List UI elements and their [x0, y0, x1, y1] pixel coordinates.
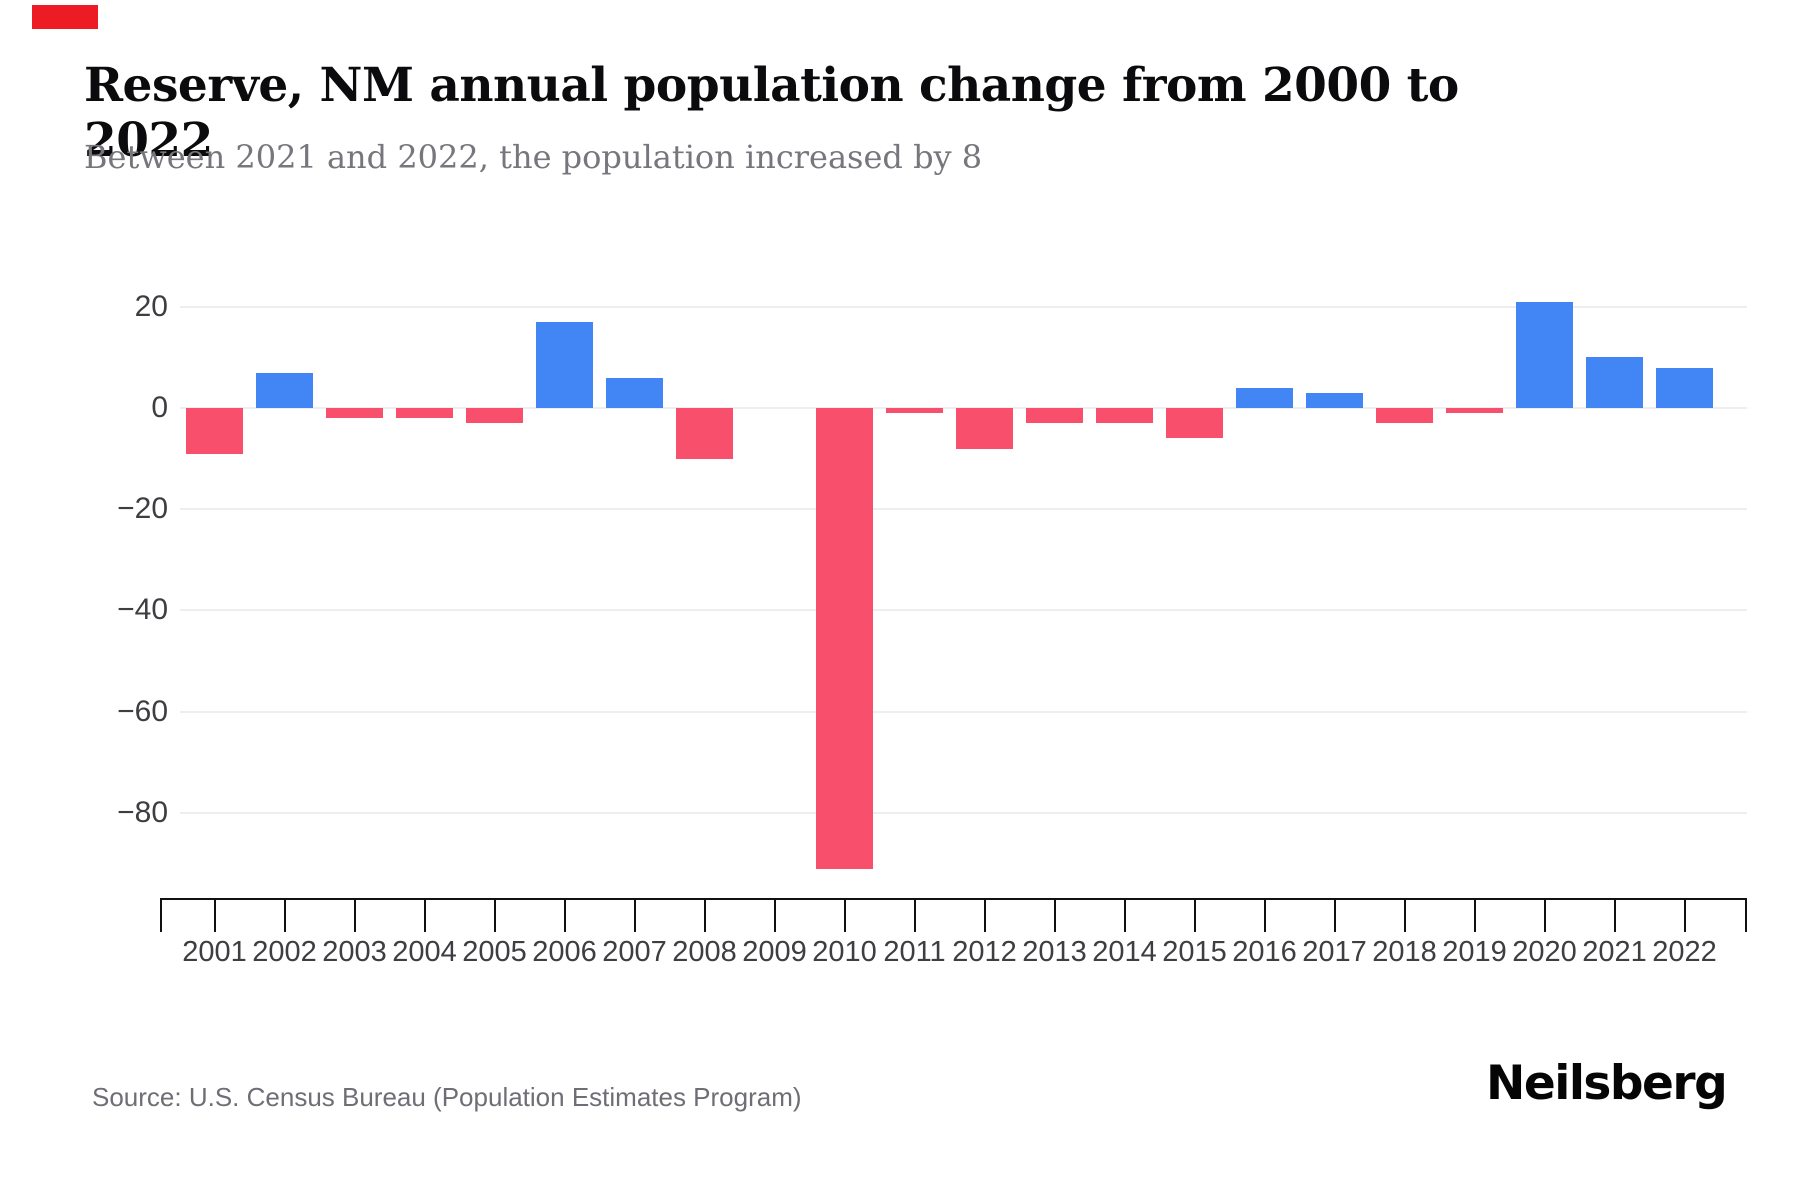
- x-tick-label-2006: 2006: [532, 936, 597, 968]
- x-tick-label-2013: 2013: [1022, 936, 1087, 968]
- y-tick-label: 20: [134, 289, 168, 323]
- x-axis-line: [160, 898, 1747, 900]
- chart-subtitle: Between 2021 and 2022, the population in…: [84, 138, 983, 176]
- x-axis-tick: [1123, 900, 1126, 932]
- x-axis-tick: [843, 900, 846, 932]
- brand-logo: Neilsberg: [1486, 1056, 1728, 1111]
- bar-2004: [396, 408, 453, 419]
- x-axis-tick: [563, 900, 566, 932]
- bar-2002: [256, 372, 313, 408]
- x-axis-tick: [1053, 900, 1056, 932]
- x-tick-label-2007: 2007: [602, 936, 667, 968]
- chart-title: Reserve, NM annual population change fro…: [84, 58, 1459, 168]
- x-tick-label-2018: 2018: [1372, 936, 1437, 968]
- x-tick-label-2021: 2021: [1582, 936, 1647, 968]
- bar-2020: [1516, 301, 1573, 408]
- source-note: Source: U.S. Census Bureau (Population E…: [92, 1082, 802, 1112]
- bar-chart: 20 0 −20 −40 −60 −80 2001 2002 2003 2004 2005 2006…: [117, 289, 1747, 968]
- x-tick-label-2020: 2020: [1512, 936, 1577, 968]
- bar-2017: [1306, 392, 1363, 408]
- bar-2015: [1166, 408, 1223, 439]
- bar-2005: [466, 408, 523, 424]
- y-tick-label: −40: [117, 593, 168, 627]
- gridline-−20: [180, 508, 1747, 511]
- y-tick-label: −80: [117, 795, 168, 829]
- x-axis-tick: [1543, 900, 1546, 932]
- x-axis-tick: [1193, 900, 1196, 932]
- x-axis-tick: [1473, 900, 1476, 932]
- x-axis-tick: [633, 900, 636, 932]
- x-tick-label-2002: 2002: [252, 936, 317, 968]
- x-tick-label-2017: 2017: [1302, 936, 1367, 968]
- x-tick-label-2012: 2012: [952, 936, 1017, 968]
- x-tick-label-2004: 2004: [392, 936, 457, 968]
- gridline-−80: [180, 811, 1747, 814]
- x-tick-label-2010: 2010: [812, 936, 877, 968]
- gridline-−60: [180, 710, 1747, 713]
- x-axis-tick: [283, 900, 286, 932]
- x-tick-label-2015: 2015: [1162, 936, 1227, 968]
- x-axis-tick: [773, 900, 776, 932]
- bar-2014: [1096, 408, 1153, 424]
- bar-2007: [606, 377, 663, 408]
- bar-2006: [536, 322, 593, 408]
- x-axis-tick: [983, 900, 986, 932]
- bar-2008: [676, 408, 733, 459]
- bar-2021: [1586, 357, 1643, 408]
- gridline-−40: [180, 609, 1747, 612]
- x-tick-label-2019: 2019: [1442, 936, 1507, 968]
- x-axis-tick: [1745, 900, 1747, 932]
- x-tick-label-2005: 2005: [462, 936, 527, 968]
- bar-2011: [886, 408, 943, 414]
- x-axis-tick: [703, 900, 706, 932]
- y-tick-label: −20: [117, 492, 168, 526]
- bar-2016: [1236, 387, 1293, 408]
- corner-marker: [32, 5, 98, 29]
- x-tick-label-2014: 2014: [1092, 936, 1157, 968]
- y-tick-label: −60: [117, 694, 168, 728]
- y-tick-label: 0: [151, 391, 168, 424]
- bar-2003: [326, 408, 383, 419]
- gridline-20: [180, 305, 1747, 308]
- x-tick-label-2009: 2009: [742, 936, 807, 968]
- bar-2010: [816, 408, 873, 869]
- x-axis-tick: [160, 900, 162, 932]
- bar-2001: [186, 408, 243, 454]
- x-axis-tick: [213, 900, 216, 932]
- bar-2019: [1446, 408, 1503, 414]
- x-tick-label-2016: 2016: [1232, 936, 1297, 968]
- x-axis-tick: [1613, 900, 1616, 932]
- bar-2018: [1376, 408, 1433, 424]
- x-tick-label-2011: 2011: [883, 936, 946, 968]
- x-axis-tick: [1403, 900, 1406, 932]
- bar-2022: [1656, 367, 1713, 408]
- x-axis-tick: [1683, 900, 1686, 932]
- x-axis-tick: [353, 900, 356, 932]
- bar-2013: [1026, 408, 1083, 424]
- x-tick-label-2008: 2008: [672, 936, 737, 968]
- x-axis-tick: [1333, 900, 1336, 932]
- x-axis-tick: [1263, 900, 1266, 932]
- x-axis-tick: [913, 900, 916, 932]
- x-tick-label-2022: 2022: [1652, 936, 1717, 968]
- x-tick-label-2001: 2001: [182, 936, 247, 968]
- bar-2012: [956, 408, 1013, 449]
- x-axis-tick: [493, 900, 496, 932]
- x-tick-label-2003: 2003: [322, 936, 387, 968]
- x-axis-tick: [423, 900, 426, 932]
